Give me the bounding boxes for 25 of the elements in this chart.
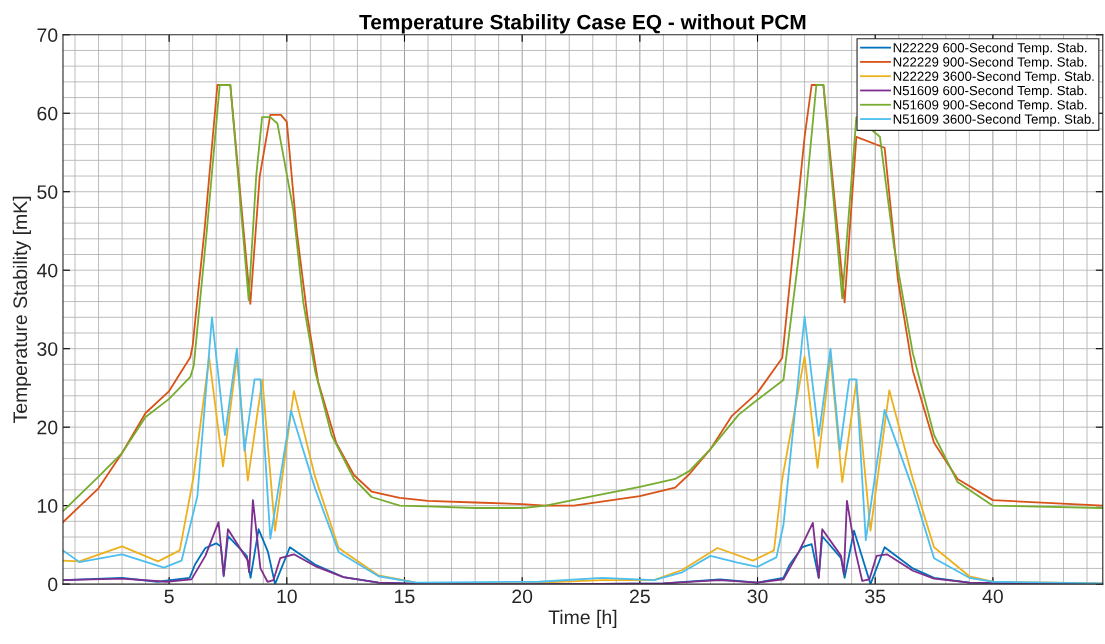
legend-label: N51609 3600-Second Temp. Stab. xyxy=(893,114,1094,127)
x-tick-label: 20 xyxy=(512,589,533,604)
y-tick-label: 40 xyxy=(36,263,58,278)
x-tick-label: 35 xyxy=(865,589,886,604)
y-tick-label: 50 xyxy=(37,185,58,199)
chart-title: Temperature Stability Case EQ - without PCM xyxy=(359,14,806,34)
legend-label: N22229 900-Second Temp. Stab. xyxy=(893,56,1087,70)
y-axis-title: Temperature Stability [mK] xyxy=(12,196,31,423)
legend-label: N51609 900-Second Temp. Stab. xyxy=(893,99,1087,113)
y-tick-label: 70 xyxy=(37,28,58,43)
y-tick-label: 0 xyxy=(48,577,58,592)
y-tick-label: 60 xyxy=(37,106,58,121)
legend-label: N22229 3600-Second Temp. Stab. xyxy=(893,71,1094,84)
legend-label: N51609 600-Second Temp. Stab. xyxy=(893,85,1087,98)
x-tick-label: 10 xyxy=(277,589,297,604)
y-tick-label: 30 xyxy=(37,342,58,356)
legend-label: N22229 600-Second Temp. Stab. xyxy=(893,42,1087,55)
y-tick-label: 10 xyxy=(37,499,58,513)
x-tick-label: 5 xyxy=(164,589,174,604)
y-tick-label: 20 xyxy=(37,420,58,435)
x-tick-label: 40 xyxy=(982,589,1003,604)
x-tick-label: 15 xyxy=(395,589,415,604)
x-tick-label: 30 xyxy=(747,589,768,604)
x-tick-label: 25 xyxy=(630,589,650,604)
x-axis-title: Time [h] xyxy=(548,609,617,628)
